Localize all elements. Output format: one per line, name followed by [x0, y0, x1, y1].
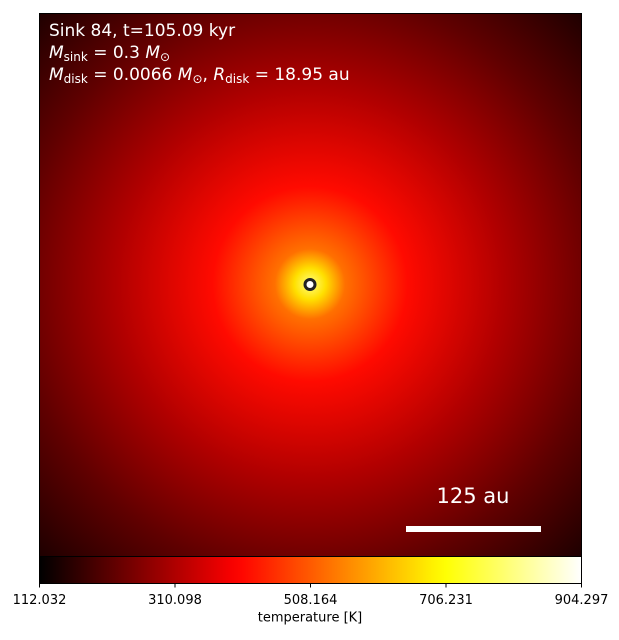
colorbar-tick-label: 310.098: [148, 593, 202, 608]
text: ,: [203, 65, 214, 85]
sink-marker: [303, 278, 317, 291]
annotation-text: Mdisk = 0.0066 M⊙, Rdisk = 18.95 au: [49, 65, 350, 86]
text: disk: [64, 72, 88, 86]
colorbar-tick-label: 508.164: [284, 593, 338, 608]
text: = 0.0066: [88, 65, 178, 85]
text: ⊙: [192, 72, 202, 86]
text: M: [145, 43, 160, 63]
colorbar: [39, 556, 582, 584]
text: = 0.3: [88, 43, 146, 63]
scale-bar-label: 125 au: [437, 484, 510, 508]
annotation-text: Msink = 0.3 M⊙: [49, 43, 170, 64]
text: = 18.95 au: [249, 65, 349, 85]
text: M: [49, 43, 64, 63]
colorbar-tick-label: 112.032: [13, 593, 67, 608]
annotation-text: Sink 84, t=105.09 kyr: [49, 21, 235, 41]
text: disk: [225, 72, 249, 86]
colorbar-label: temperature [K]: [258, 611, 363, 626]
text: sink: [64, 50, 88, 64]
colorbar-tick-label: 706.231: [419, 593, 473, 608]
text: M: [49, 65, 64, 85]
text: ⊙: [160, 50, 170, 64]
colorbar-tick-label: 904.297: [555, 593, 609, 608]
text: Sink 84, t=105.09 kyr: [49, 21, 235, 41]
annotation: Sink 84, t=105.09 kyr Msink = 0.3 M⊙ Mdi…: [49, 21, 350, 86]
text: R: [213, 65, 225, 85]
text: M: [178, 65, 193, 85]
